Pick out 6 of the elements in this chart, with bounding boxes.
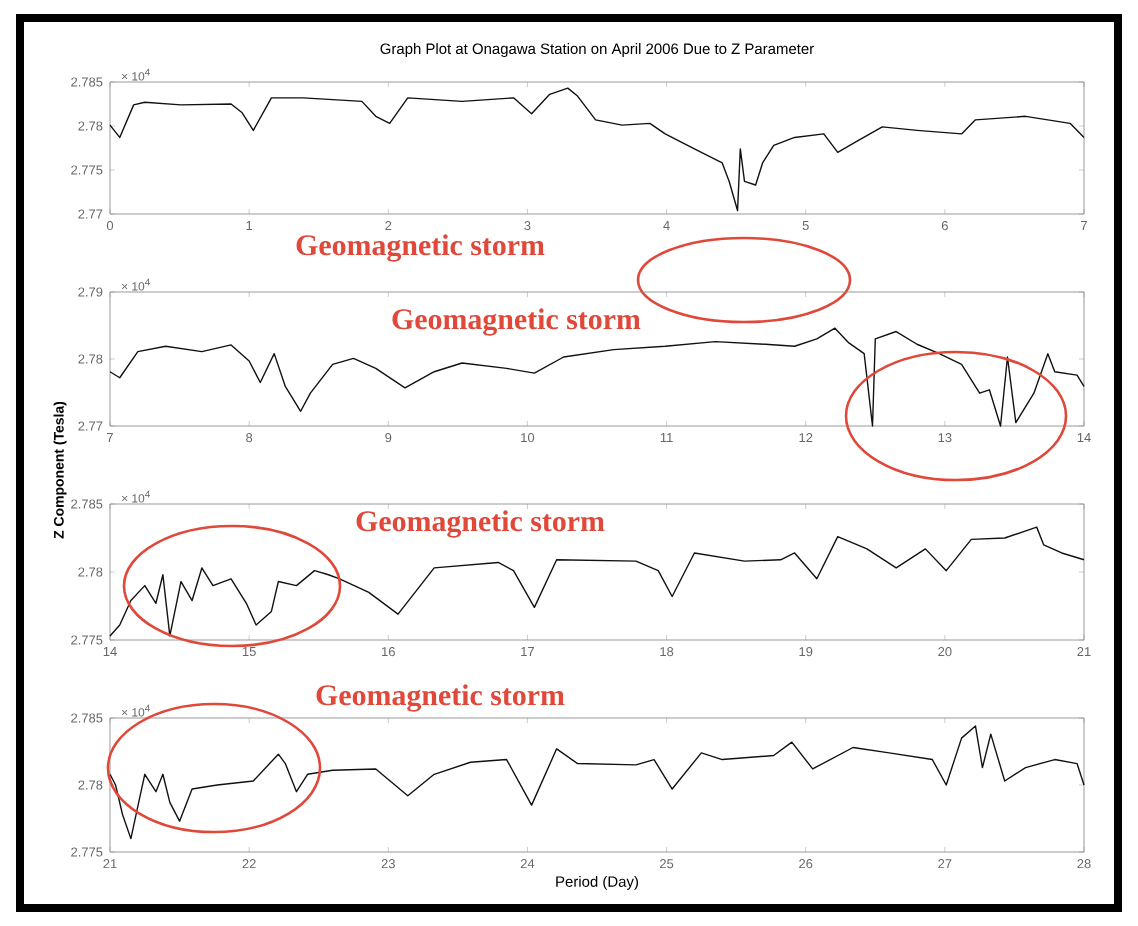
line-series <box>109 725 1085 840</box>
annotation: Geomagnetic storm <box>356 510 605 538</box>
line-series <box>109 87 1085 212</box>
text: Geomagnetic storm <box>296 234 545 262</box>
annotation: Geomagnetic storm <box>392 308 641 336</box>
text: Geomagnetic storm <box>316 684 565 712</box>
